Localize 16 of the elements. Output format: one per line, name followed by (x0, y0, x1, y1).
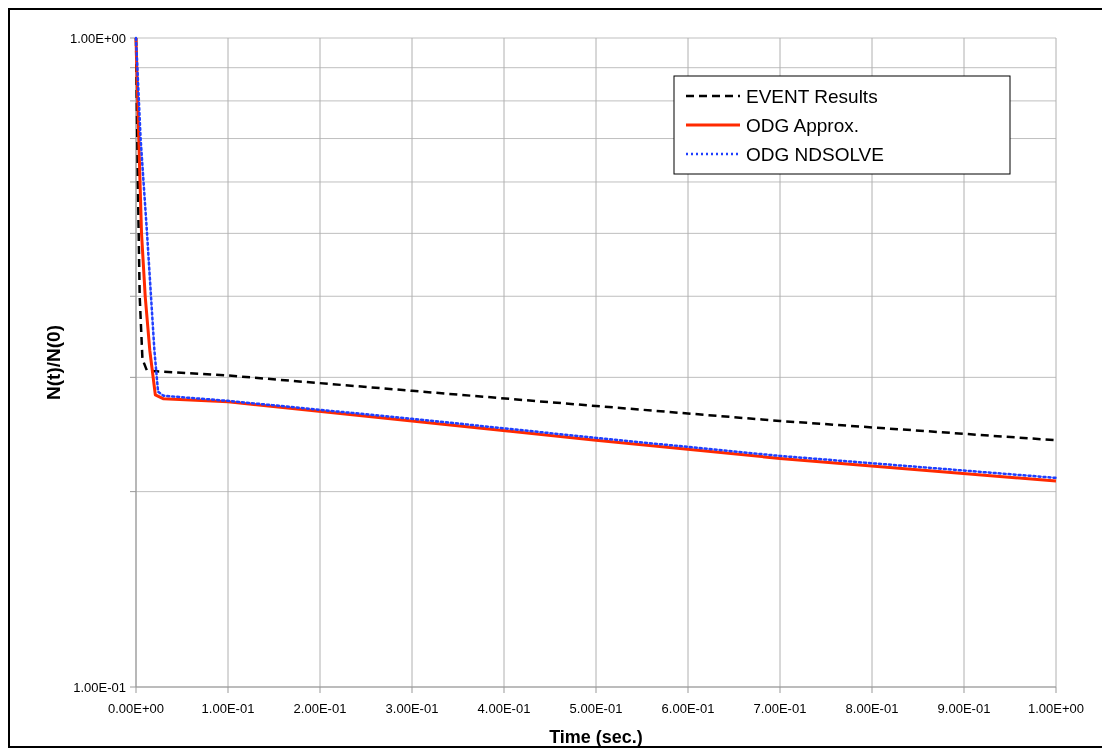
x-tick-label: 7.00E-01 (753, 701, 807, 716)
x-tick-label: 3.00E-01 (385, 701, 439, 716)
x-axis-title: Time (sec.) (549, 727, 643, 747)
legend-label: EVENT Results (746, 85, 878, 107)
x-tick-label: 8.00E-01 (845, 701, 899, 716)
x-tick-label: 6.00E-01 (661, 701, 715, 716)
x-tick-label: 1.00E-01 (201, 701, 255, 716)
y-axis-title: N(t)/N(0) (43, 325, 64, 400)
legend-label: ODG Approx. (746, 114, 859, 136)
x-tick-label: 9.00E-01 (937, 701, 991, 716)
x-tick-label: 2.00E-01 (293, 701, 347, 716)
x-tick-label: 1.00E+00 (1027, 701, 1085, 716)
x-tick-label: 5.00E-01 (569, 701, 623, 716)
legend-label: ODG NDSOLVE (746, 143, 884, 165)
x-tick-label: 0.00E+00 (107, 701, 165, 716)
x-tick-label: 4.00E-01 (477, 701, 531, 716)
